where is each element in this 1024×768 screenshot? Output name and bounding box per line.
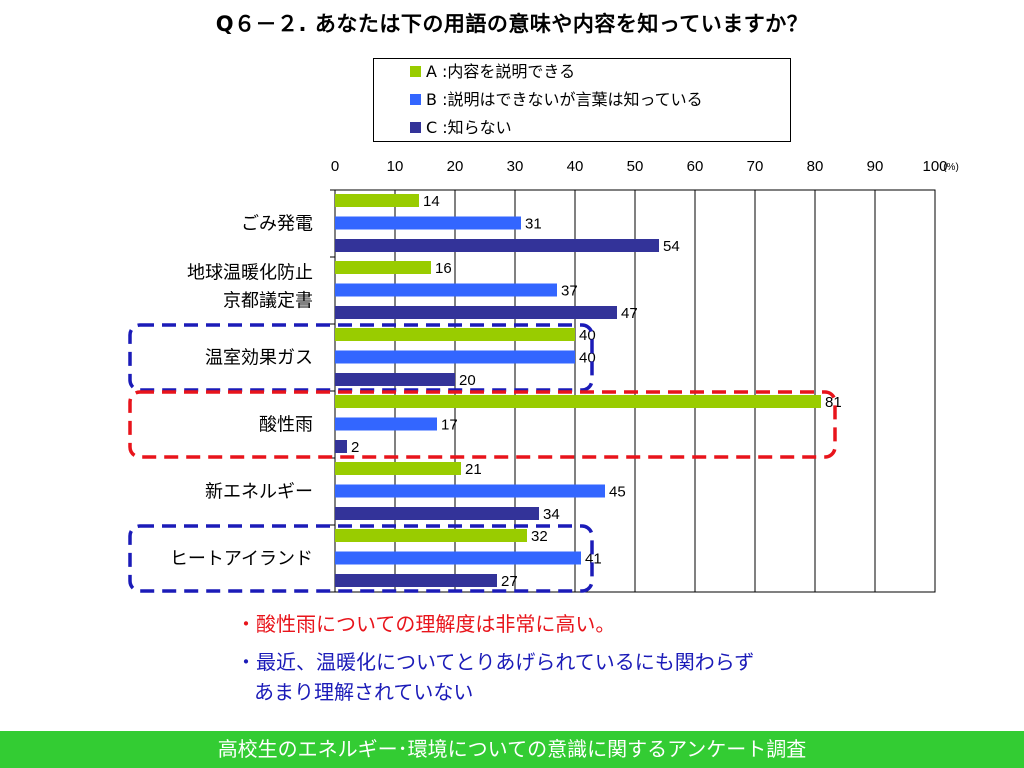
x-tick-label: 0: [331, 158, 339, 175]
bar-a: [335, 261, 431, 274]
legend-swatch-a: [410, 66, 421, 77]
legend-swatch-b: [410, 94, 421, 105]
bar-b: [335, 283, 557, 297]
data-label: 32: [531, 528, 548, 545]
highlight-box-red: [128, 390, 837, 459]
data-label: 54: [663, 238, 680, 255]
bar-c: [335, 306, 617, 319]
data-label: 41: [585, 551, 602, 568]
bar-c: [335, 373, 455, 386]
category-label: 温室効果ガス: [205, 348, 313, 369]
bar-a: [335, 529, 527, 542]
bar-a: [335, 462, 461, 475]
x-tick-label: 100: [922, 158, 947, 175]
legend-label-a: A :内容を説明できる: [426, 62, 576, 81]
data-label: 31: [525, 216, 542, 233]
category-label: 京都議定書: [223, 291, 313, 312]
data-label: 20: [459, 372, 476, 389]
category-label: ごみ発電: [241, 214, 313, 235]
bar-b: [335, 484, 605, 498]
bar-c: [335, 507, 539, 520]
bar-c: [335, 239, 659, 252]
x-tick-label: 70: [747, 158, 764, 175]
legend-item-a: A :内容を説明できる: [410, 63, 575, 81]
data-label: 21: [465, 461, 482, 478]
x-tick-label: 80: [807, 158, 824, 175]
x-tick-label: 50: [627, 158, 644, 175]
footer-banner: 高校生のエネルギー･環境についての意識に関するアンケート調査: [0, 731, 1024, 768]
bar-a: [335, 194, 419, 207]
x-tick-label: 40: [567, 158, 584, 175]
bar-a: [335, 328, 575, 341]
legend-swatch-c: [410, 122, 421, 133]
data-label: 34: [543, 506, 560, 523]
bar-c: [335, 440, 347, 453]
data-label: 17: [441, 417, 458, 434]
highlight-box-blue: [128, 524, 594, 593]
bar-b: [335, 417, 437, 431]
bar-c: [335, 574, 497, 587]
category-label: 新エネルギー: [205, 482, 313, 503]
note-acid-rain: ・酸性雨についての理解度は非常に高い。: [236, 612, 616, 636]
category-label: 地球温暖化防止: [187, 263, 313, 284]
bar-a: [335, 395, 821, 408]
unit-label: (%): [943, 162, 959, 173]
x-tick-label: 30: [507, 158, 524, 175]
legend-item-b: B :説明はできないが言葉は知っている: [410, 91, 703, 109]
data-label: 37: [561, 283, 578, 300]
chart-title: Q６－２. あなたは下の用語の意味や内容を知っていますか？: [215, 12, 809, 36]
data-label: 14: [423, 193, 440, 210]
x-tick-label: 90: [867, 158, 884, 175]
note-warming-line2: あまり理解されていない: [254, 680, 474, 704]
data-label: 2: [351, 439, 359, 456]
bar-b: [335, 350, 575, 364]
data-label: 81: [825, 394, 842, 411]
data-label: 45: [609, 484, 626, 501]
note-warming-line1: ・最近、温暖化についてとりあげられているにも関わらず: [236, 650, 755, 674]
bar-b: [335, 551, 581, 565]
data-label: 16: [435, 260, 452, 277]
category-label: ヒートアイランド: [170, 549, 313, 570]
highlight-box-blue: [128, 323, 594, 392]
x-tick-label: 20: [447, 158, 464, 175]
category-label: 酸性雨: [259, 415, 313, 436]
bar-b: [335, 216, 521, 230]
data-label: 27: [501, 573, 518, 590]
legend-label-c: C :知らない: [426, 118, 512, 137]
data-label: 47: [621, 305, 638, 322]
x-tick-label: 10: [387, 158, 404, 175]
legend-label-b: B :説明はできないが言葉は知っている: [426, 90, 703, 109]
legend-item-c: C :知らない: [410, 119, 512, 137]
bar-chart: 0 10 20 30 40 50 60 70 80 90 100(%) 14 31 54 ごみ発電 16 37 4…: [128, 158, 959, 593]
chart-legend: A :内容を説明できる B :説明はできないが言葉は知っている C :知らない: [373, 58, 791, 142]
x-tick-label: 60: [687, 158, 704, 175]
